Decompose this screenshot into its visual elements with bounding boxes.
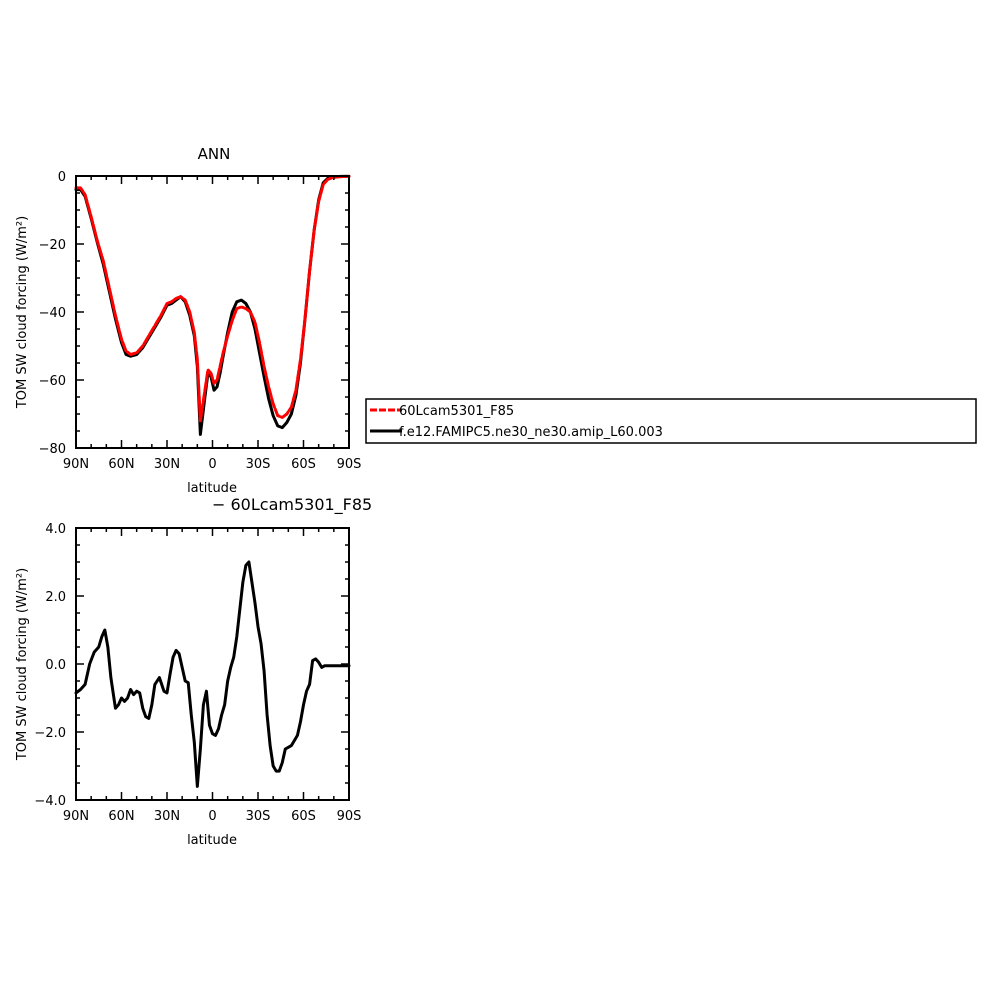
y-tick-label: 0 <box>58 170 66 185</box>
top-panel: ANN 90N 60N 30N 0 30S 60S 90S −80 −60 −40 −20 0 lat… <box>15 145 361 496</box>
x-tick-label: 30N <box>154 457 180 472</box>
x-tick-label: 90N <box>63 457 89 472</box>
series-line-black <box>74 174 351 436</box>
y-tick-label: −2.0 <box>34 726 66 741</box>
series-line-red <box>74 174 351 423</box>
y-tick-label: −4.0 <box>34 794 66 809</box>
x-tick-label: 90N <box>63 809 89 824</box>
bottom-plot-frame <box>75 527 350 801</box>
bottom-title: − 60Lcam5301_F85 <box>212 495 372 515</box>
y-tick-label: −80 <box>39 442 66 457</box>
bottom-ylabel: TOM SW cloud forcing (W/m²) <box>15 568 30 761</box>
top-ylabel: TOM SW cloud forcing (W/m²) <box>15 216 30 409</box>
x-tick-label: 60N <box>108 457 134 472</box>
bottom-curves <box>74 560 351 788</box>
y-tick-label: 0.0 <box>45 658 66 673</box>
top-ticks: 90N 60N 30N 0 30S 60S 90S −80 −60 −40 −20 0 <box>39 170 362 472</box>
x-tick-label: 30N <box>154 809 180 824</box>
bottom-ticks: 90N 60N 30N 0 30S 60S 90S −4.0 −2.0 0.0 2.0 4.0 <box>34 522 361 824</box>
bottom-xlabel: latitude <box>187 833 237 848</box>
top-xlabel: latitude <box>187 481 237 496</box>
x-tick-label: 60N <box>108 809 134 824</box>
x-tick-label: 30S <box>246 457 271 472</box>
top-title: ANN <box>198 145 231 163</box>
x-tick-label: 60S <box>291 809 316 824</box>
legend-label-1: 60Lcam5301_F85 <box>399 404 514 419</box>
x-tick-label: 0 <box>208 457 216 472</box>
top-curves <box>74 174 351 436</box>
y-tick-label: −60 <box>39 374 66 389</box>
x-tick-label: 0 <box>208 809 216 824</box>
x-tick-label: 30S <box>246 809 271 824</box>
x-tick-label: 60S <box>291 457 316 472</box>
y-tick-label: 2.0 <box>45 590 66 605</box>
top-plot-frame <box>75 175 350 449</box>
series-line-black <box>74 560 351 788</box>
x-tick-label: 90S <box>337 809 362 824</box>
legend: 60Lcam5301_F85 f.e12.FAMIPC5.ne30_ne30.a… <box>365 398 977 444</box>
y-tick-label: 4.0 <box>45 522 66 537</box>
x-tick-label: 90S <box>337 457 362 472</box>
y-tick-label: −40 <box>39 306 66 321</box>
legend-label-2: f.e12.FAMIPC5.ne30_ne30.amip_L60.003 <box>399 425 663 440</box>
bottom-panel: − 60Lcam5301_F85 90N 60N 30N 0 30S 60S 90S −4.0… <box>15 495 372 848</box>
y-tick-label: −20 <box>39 238 66 253</box>
legend-box <box>365 398 977 444</box>
